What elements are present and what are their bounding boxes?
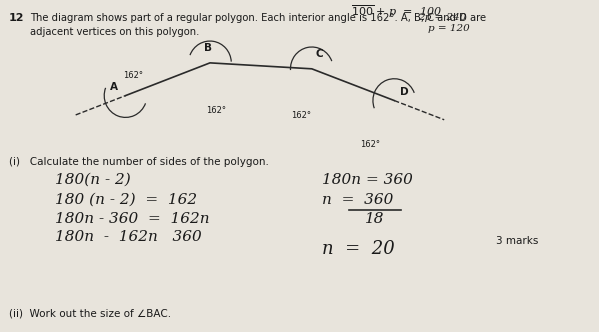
Text: 180n  -  162n   360: 180n - 162n 360 xyxy=(55,230,201,244)
Text: $\overline{100}$ + p  =  100: $\overline{100}$ + p = 100 xyxy=(350,3,441,20)
Text: D: D xyxy=(400,87,409,97)
Text: 18: 18 xyxy=(365,211,385,226)
Text: 162°: 162° xyxy=(123,71,143,80)
Text: A: A xyxy=(110,82,118,92)
Text: n  =  20: n = 20 xyxy=(322,240,394,258)
Text: (ii)  Work out the size of ∠BAC.: (ii) Work out the size of ∠BAC. xyxy=(9,309,171,319)
Text: 3 marks: 3 marks xyxy=(496,236,539,246)
Text: 180n = 360: 180n = 360 xyxy=(322,173,412,187)
Text: p = 120: p = 120 xyxy=(428,24,470,33)
Text: The diagram shows part of a regular polygon. Each interior angle is 162°. A, B, : The diagram shows part of a regular poly… xyxy=(31,13,486,23)
Text: 162°: 162° xyxy=(361,140,380,149)
Text: 180 (n - 2)  =  162: 180 (n - 2) = 162 xyxy=(55,193,197,207)
Text: B: B xyxy=(204,43,212,53)
Text: 2p = 240: 2p = 240 xyxy=(419,13,467,22)
Text: 180(n - 2): 180(n - 2) xyxy=(55,173,131,187)
Text: 12: 12 xyxy=(9,13,25,23)
Text: adjacent vertices on this polygon.: adjacent vertices on this polygon. xyxy=(31,27,200,37)
Text: (i)   Calculate the number of sides of the polygon.: (i) Calculate the number of sides of the… xyxy=(9,157,269,167)
Text: 162°: 162° xyxy=(291,111,311,120)
Text: C: C xyxy=(316,49,323,59)
Text: 180n - 360  =  162n: 180n - 360 = 162n xyxy=(55,211,210,226)
Text: n  =  360: n = 360 xyxy=(322,193,393,207)
Text: 162°: 162° xyxy=(206,106,226,115)
